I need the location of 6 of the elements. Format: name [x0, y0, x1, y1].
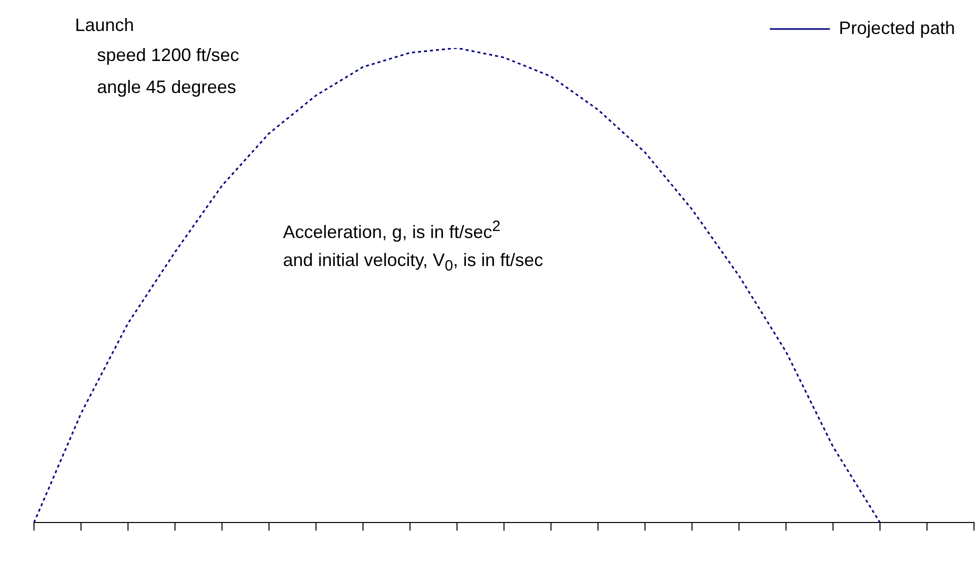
legend-label: Projected path: [838, 18, 955, 38]
annotation: Acceleration, g, is in ft/sec$^{2}$: [283, 218, 500, 243]
annotation: and initial velocity, V$_{0}$, is in ft/sec: [283, 250, 544, 275]
annotation: speed 1200 ft/sec: [97, 45, 240, 66]
text: Launch: [75, 15, 134, 36]
annotation: angle 45 degrees: [97, 77, 236, 98]
